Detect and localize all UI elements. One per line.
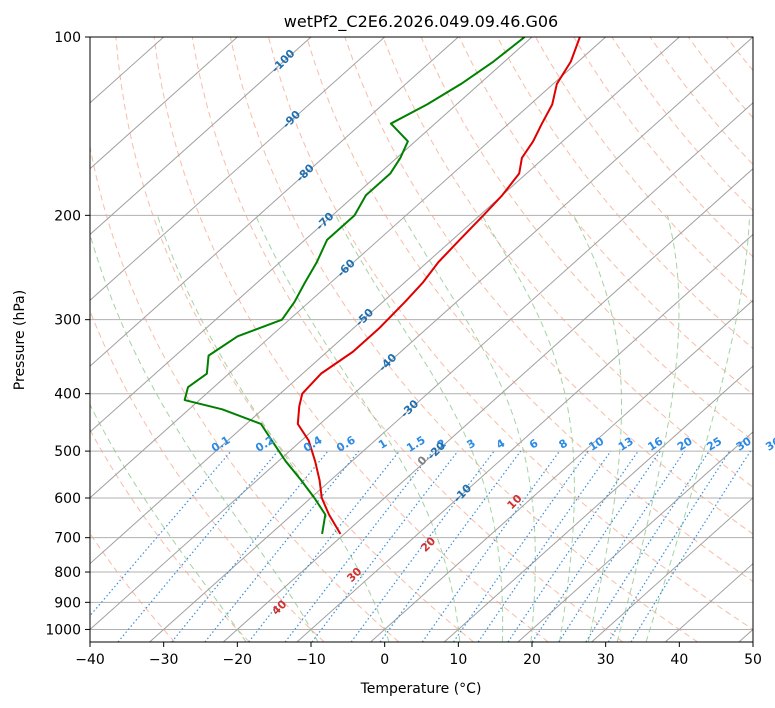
x-tick-label: −20: [223, 652, 253, 668]
dry-adiabat: [420, 37, 753, 442]
mixing-ratio-line: [204, 450, 360, 642]
y-tick-label: 600: [54, 491, 81, 507]
isotherm-line: [370, 299, 753, 642]
temperature-profile-line: [296, 37, 581, 535]
x-tick-label: 20: [523, 652, 541, 668]
y-tick-label: 500: [54, 444, 81, 460]
moist-adiabat: [616, 215, 680, 642]
dry-adiabat: [496, 37, 753, 350]
y-tick-label: 700: [54, 531, 81, 547]
dry-adiabat: [115, 37, 474, 642]
mixing-ratio-line: [477, 450, 612, 642]
isotherm-line: [90, 37, 312, 236]
isotherm-line: [90, 37, 606, 499]
dry-adiabat: [382, 37, 753, 488]
dry-adiabat: [268, 37, 753, 631]
y-tick-label: 300: [54, 313, 81, 329]
isotherm-line: [90, 37, 533, 433]
x-tick-label: 0: [380, 652, 389, 668]
moist-adiabat: [481, 215, 575, 642]
y-tick-label: 100: [54, 30, 81, 46]
dry-adiabat: [458, 37, 753, 396]
x-tick-label: 40: [670, 652, 688, 668]
y-tick-label: 900: [54, 595, 81, 611]
x-axis: −40 −30 −20 −10 0 10 20 30 40 50: [75, 642, 762, 668]
mixing-ratio-line: [421, 450, 561, 642]
dewpoint-profile-line: [183, 37, 526, 535]
x-tick-label: −10: [296, 652, 326, 668]
isotherm-line: [90, 37, 753, 631]
mixing-ratio-line: [350, 450, 495, 642]
dry-adiabat: [191, 37, 624, 642]
isotherm-line: [90, 37, 385, 301]
y-tick-label: 800: [54, 565, 81, 581]
isotherm-line: [517, 431, 753, 642]
mixing-ratio-line: [585, 450, 710, 642]
dry-adiabat: [306, 37, 753, 583]
moist-adiabat: [335, 215, 504, 642]
isotherm-line: [443, 365, 753, 642]
y-tick-label: 200: [54, 208, 81, 224]
x-tick-label: 50: [744, 652, 762, 668]
x-axis-label: Temperature (°C): [360, 681, 482, 697]
y-tick-label: 1000: [45, 622, 81, 638]
moist-adiabat: [401, 215, 536, 642]
profile-lines: [183, 37, 581, 535]
mixing-ratio-line: [171, 450, 329, 642]
mixing-ratio-label: 36: [763, 434, 775, 453]
plot-background: [90, 37, 753, 642]
dry-adiabat: [90, 532, 176, 642]
mixing-ratio-line: [379, 450, 522, 642]
y-tick-label: 400: [54, 387, 81, 403]
mixing-ratio-line: [507, 450, 639, 642]
y-axis-label: Pressure (hPa): [12, 290, 28, 390]
mixing-ratio-line: [452, 450, 589, 642]
x-tick-label: −40: [75, 652, 105, 668]
x-tick-label: −30: [149, 652, 179, 668]
dry-adiabat: [153, 37, 549, 642]
mixing-ratio-line: [607, 450, 731, 642]
moist-adiabat: [255, 215, 461, 642]
x-tick-label: 30: [597, 652, 615, 668]
isotherm-line: [296, 233, 753, 642]
isotherm-line: [90, 37, 680, 565]
x-tick-label: 10: [449, 652, 467, 668]
moist-adiabat: [573, 215, 623, 642]
isotherm-line: [591, 497, 753, 642]
mixing-ratio-line: [311, 450, 459, 642]
moist-adiabat: [645, 215, 751, 642]
dry-adiabat: [535, 37, 753, 304]
isotherm-line: [90, 37, 459, 367]
plot-frame: [89, 36, 754, 643]
moist-adiabat: [90, 232, 319, 642]
isotherm-line: [149, 102, 753, 642]
isotherm-line: [90, 37, 238, 170]
isotherm-line: [222, 167, 753, 642]
mixing-ratio-line: [117, 450, 279, 642]
chart-title: wetPf2_C2E6.2026.049.09.46.G06: [284, 12, 558, 32]
y-axis: 100 200 300 400 500 600 700 800 900 1000: [45, 30, 90, 638]
mixing-ratio-line: [558, 450, 686, 642]
dry-adiabat: [765, 37, 775, 642]
mixing-ratio-line: [531, 450, 661, 642]
